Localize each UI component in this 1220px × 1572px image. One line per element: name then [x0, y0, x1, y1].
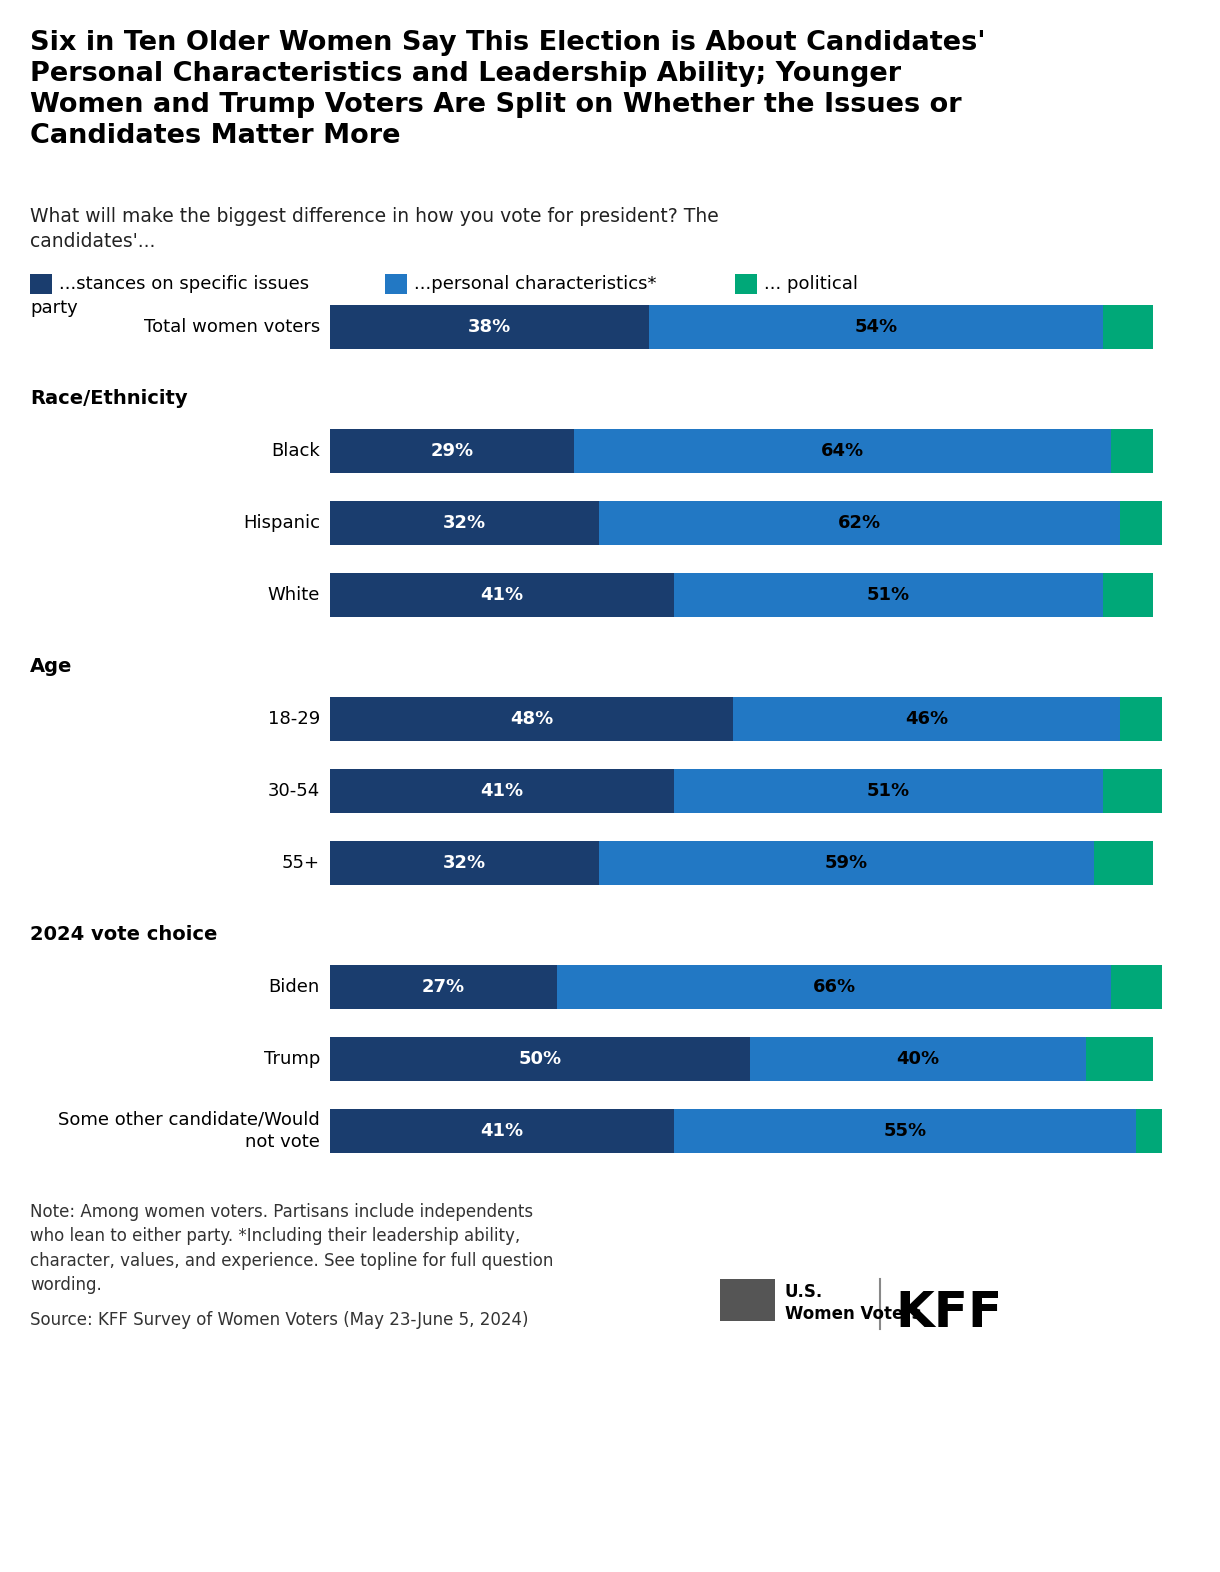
Text: party: party	[30, 299, 78, 318]
Text: 54%: 54%	[854, 318, 898, 336]
Bar	[573, 429, 1111, 473]
Bar	[329, 841, 599, 885]
Bar	[1111, 965, 1161, 1009]
Bar	[734, 274, 756, 294]
Text: Biden: Biden	[268, 978, 320, 997]
Bar	[1103, 769, 1161, 813]
Bar	[1120, 696, 1161, 740]
Bar	[329, 305, 649, 349]
Bar	[675, 769, 1103, 813]
Text: 66%: 66%	[813, 978, 855, 997]
Text: 46%: 46%	[905, 711, 948, 728]
Text: Total women voters: Total women voters	[144, 318, 320, 336]
Text: 41%: 41%	[481, 586, 523, 604]
Bar	[599, 841, 1094, 885]
Text: What will make the biggest difference in how you vote for president? The
candida: What will make the biggest difference in…	[30, 208, 719, 252]
Text: Note: Among women voters. Partisans include independents
who lean to either part: Note: Among women voters. Partisans incl…	[30, 1203, 554, 1294]
Text: 27%: 27%	[422, 978, 465, 997]
Text: 38%: 38%	[468, 318, 511, 336]
Bar	[675, 1108, 1136, 1152]
Text: 51%: 51%	[867, 781, 910, 800]
Text: 64%: 64%	[821, 442, 864, 461]
Bar	[649, 305, 1103, 349]
Bar	[329, 769, 675, 813]
Bar	[329, 1038, 750, 1082]
Bar	[675, 574, 1103, 616]
Bar	[329, 696, 733, 740]
Text: Hispanic: Hispanic	[243, 514, 320, 531]
Bar	[1094, 841, 1153, 885]
Text: ...stances on specific issues: ...stances on specific issues	[59, 275, 309, 292]
Text: KFF: KFF	[895, 1289, 1003, 1338]
Bar	[329, 965, 556, 1009]
Text: 40%: 40%	[897, 1050, 939, 1067]
Text: 32%: 32%	[443, 514, 486, 531]
Text: Source: KFF Survey of Women Voters (May 23-June 5, 2024): Source: KFF Survey of Women Voters (May …	[30, 1311, 528, 1328]
Bar	[1111, 429, 1153, 473]
Bar	[1103, 305, 1153, 349]
Text: 55+: 55+	[282, 854, 320, 872]
Text: U.S.
Women Voters: U.S. Women Voters	[784, 1283, 921, 1324]
Bar	[733, 696, 1120, 740]
Bar	[329, 1108, 675, 1152]
Text: 18-29: 18-29	[267, 711, 320, 728]
Text: 51%: 51%	[867, 586, 910, 604]
Text: Race/Ethnicity: Race/Ethnicity	[30, 390, 188, 409]
Text: White: White	[267, 586, 320, 604]
Text: 41%: 41%	[481, 781, 523, 800]
Bar	[329, 574, 675, 616]
Text: 62%: 62%	[838, 514, 881, 531]
Bar	[720, 1280, 775, 1320]
Text: 41%: 41%	[481, 1122, 523, 1140]
Bar	[329, 501, 599, 545]
Text: Age: Age	[30, 657, 72, 676]
Bar	[1086, 1038, 1153, 1082]
Text: Trump: Trump	[264, 1050, 320, 1067]
Text: ... political: ... political	[764, 275, 858, 292]
Text: 29%: 29%	[431, 442, 473, 461]
Bar	[30, 274, 52, 294]
Bar	[750, 1038, 1086, 1082]
Text: ...personal characteristics*: ...personal characteristics*	[414, 275, 656, 292]
Text: 48%: 48%	[510, 711, 553, 728]
Bar	[1136, 1108, 1161, 1152]
Text: Six in Ten Older Women Say This Election is About Candidates'
Personal Character: Six in Ten Older Women Say This Election…	[30, 30, 986, 149]
Bar	[329, 429, 573, 473]
Bar	[386, 274, 407, 294]
Text: 50%: 50%	[518, 1050, 561, 1067]
Bar	[599, 501, 1120, 545]
Bar	[1120, 501, 1161, 545]
Text: Some other candidate/Would
not vote: Some other candidate/Would not vote	[59, 1111, 320, 1151]
Text: Black: Black	[271, 442, 320, 461]
Text: 55%: 55%	[883, 1122, 927, 1140]
Text: 2024 vote choice: 2024 vote choice	[30, 926, 217, 945]
Text: 59%: 59%	[825, 854, 869, 872]
Bar	[556, 965, 1111, 1009]
Bar	[1103, 574, 1153, 616]
Text: 30-54: 30-54	[267, 781, 320, 800]
Text: 32%: 32%	[443, 854, 486, 872]
